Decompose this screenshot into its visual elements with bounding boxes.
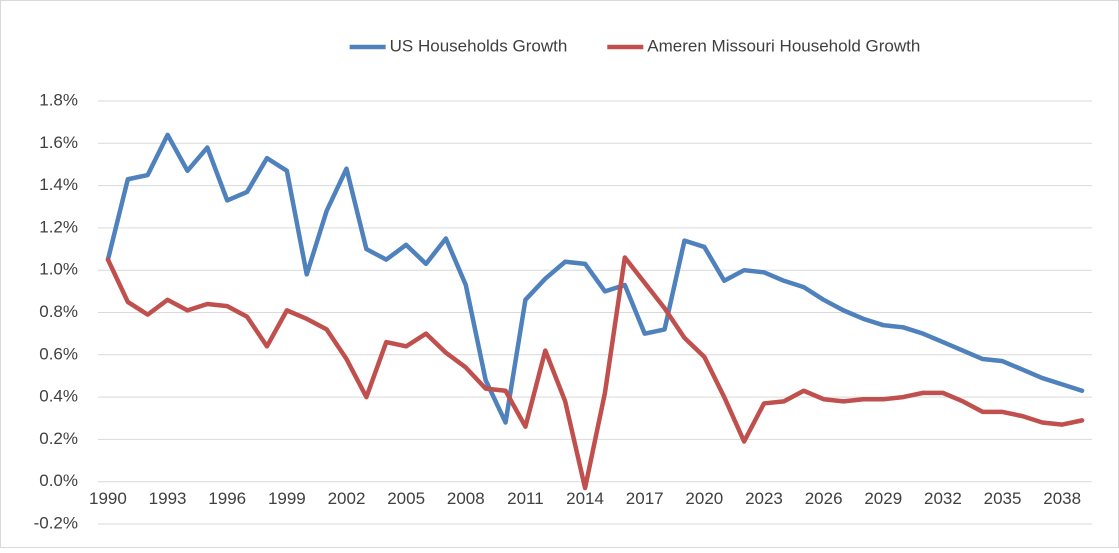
y-tick-label: 0.4% xyxy=(39,387,78,406)
x-tick-label: 2011 xyxy=(507,489,544,508)
legend-item: Ameren Missouri Household Growth xyxy=(607,36,920,55)
x-tick-label: 2038 xyxy=(1043,489,1081,508)
y-tick-label: 0.0% xyxy=(39,471,78,490)
x-tick-label: 2026 xyxy=(805,489,843,508)
x-tick-label: 2014 xyxy=(566,489,604,508)
x-tick-label: 1990 xyxy=(89,489,127,508)
x-tick-label: 2008 xyxy=(447,489,485,508)
y-tick-label: 0.8% xyxy=(39,302,78,321)
y-tick-label: 0.2% xyxy=(39,429,78,448)
x-tick-label: 2023 xyxy=(745,489,783,508)
x-tick-label: 1993 xyxy=(149,489,187,508)
y-tick-label: 1.0% xyxy=(39,260,78,279)
y-tick-label: 1.6% xyxy=(39,133,78,152)
x-tick-label: 2020 xyxy=(685,489,723,508)
y-tick-label: 1.2% xyxy=(39,217,78,236)
x-tick-label: 2005 xyxy=(387,489,425,508)
x-tick-label: 2035 xyxy=(984,489,1022,508)
legend-label: US Households Growth xyxy=(390,36,568,55)
x-tick-label: 2029 xyxy=(864,489,902,508)
x-tick-label: 2002 xyxy=(328,489,366,508)
legend-label: Ameren Missouri Household Growth xyxy=(647,36,920,55)
y-tick-label: 0.6% xyxy=(39,344,78,363)
x-tick-label: 1996 xyxy=(208,489,246,508)
y-tick-label: -0.2% xyxy=(34,513,78,532)
y-tick-label: 1.8% xyxy=(39,90,78,109)
x-tick-label: 1999 xyxy=(268,489,306,508)
series-line xyxy=(105,255,1085,491)
y-tick-label: 1.4% xyxy=(39,175,78,194)
legend-item: US Households Growth xyxy=(349,36,568,55)
x-tick-label: 2032 xyxy=(924,489,962,508)
series-line xyxy=(105,132,1085,425)
x-tick-label: 2017 xyxy=(626,489,664,508)
